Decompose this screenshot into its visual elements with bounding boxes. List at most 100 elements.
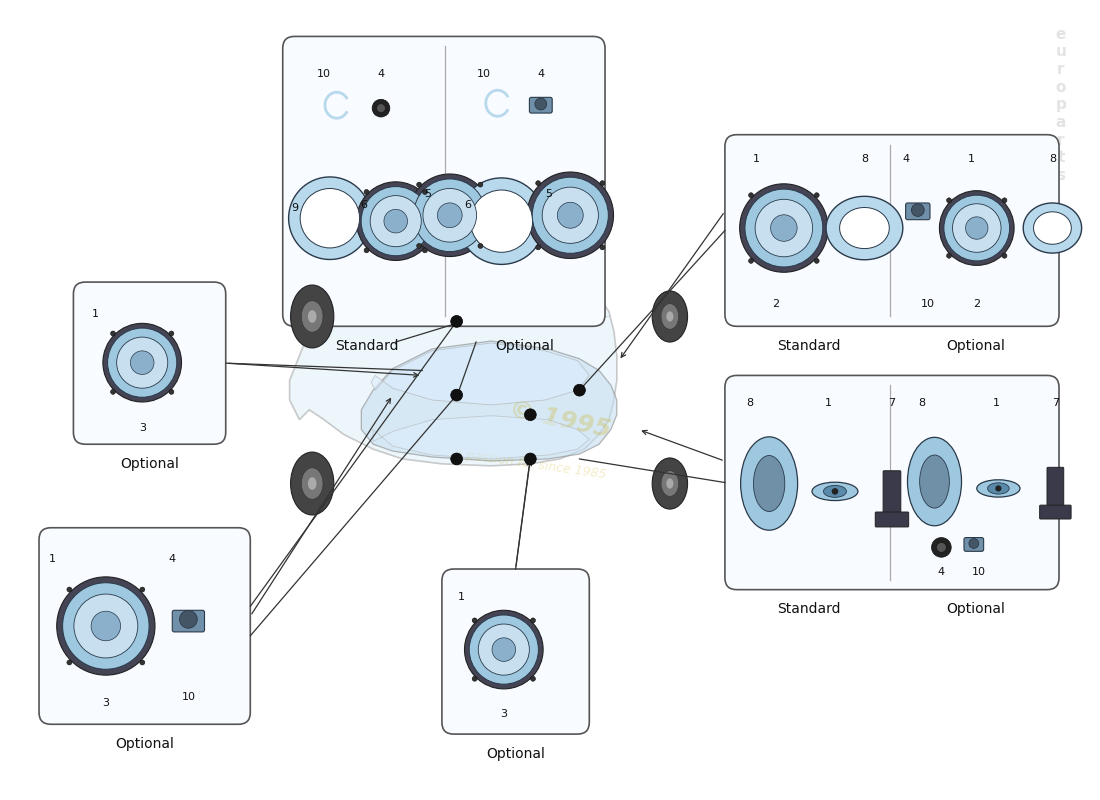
Ellipse shape — [754, 455, 784, 511]
Circle shape — [966, 217, 988, 239]
Text: 10: 10 — [971, 567, 986, 577]
FancyBboxPatch shape — [725, 134, 1059, 326]
Text: 3: 3 — [500, 710, 507, 719]
Text: 8: 8 — [746, 398, 754, 408]
Circle shape — [103, 323, 182, 402]
Circle shape — [755, 199, 813, 257]
Ellipse shape — [740, 437, 798, 530]
Text: 4: 4 — [902, 154, 910, 164]
Text: 6: 6 — [360, 201, 366, 210]
Circle shape — [814, 193, 820, 198]
Text: Standard: Standard — [777, 602, 840, 616]
Circle shape — [771, 214, 797, 242]
Text: o: o — [1056, 80, 1066, 94]
Circle shape — [417, 182, 421, 187]
FancyBboxPatch shape — [905, 203, 930, 220]
Text: Optional: Optional — [120, 457, 179, 471]
Circle shape — [535, 98, 547, 110]
FancyBboxPatch shape — [1047, 467, 1064, 507]
Text: 9: 9 — [292, 203, 298, 214]
Circle shape — [600, 245, 605, 250]
Circle shape — [361, 186, 430, 256]
Circle shape — [74, 594, 138, 658]
Ellipse shape — [652, 291, 688, 342]
Text: 1: 1 — [825, 398, 832, 408]
Circle shape — [169, 390, 174, 394]
Ellipse shape — [652, 458, 688, 509]
Polygon shape — [373, 416, 590, 459]
Circle shape — [422, 189, 476, 242]
Text: 10: 10 — [317, 69, 331, 78]
Polygon shape — [361, 341, 617, 461]
Text: 5: 5 — [425, 189, 431, 198]
Circle shape — [300, 189, 360, 248]
Circle shape — [600, 181, 605, 186]
Circle shape — [936, 542, 946, 552]
Ellipse shape — [824, 486, 846, 498]
Circle shape — [179, 610, 197, 628]
Text: © 1995: © 1995 — [507, 397, 613, 442]
Circle shape — [117, 337, 168, 388]
Circle shape — [573, 384, 585, 396]
Text: 3: 3 — [102, 698, 109, 708]
Circle shape — [536, 245, 540, 250]
FancyBboxPatch shape — [173, 610, 205, 632]
Text: 8: 8 — [918, 398, 925, 408]
Circle shape — [67, 660, 72, 665]
Circle shape — [372, 99, 389, 117]
Text: 1: 1 — [993, 398, 1000, 408]
Circle shape — [451, 389, 462, 401]
Circle shape — [912, 204, 924, 217]
Polygon shape — [826, 196, 903, 260]
Circle shape — [532, 178, 608, 254]
FancyBboxPatch shape — [529, 98, 552, 113]
Ellipse shape — [667, 311, 673, 322]
Text: 2: 2 — [974, 298, 980, 309]
Ellipse shape — [667, 478, 673, 489]
Circle shape — [470, 615, 538, 684]
Text: 1: 1 — [967, 154, 975, 164]
Circle shape — [530, 618, 536, 623]
Circle shape — [414, 179, 486, 251]
Circle shape — [408, 174, 491, 257]
FancyBboxPatch shape — [1040, 505, 1071, 519]
Text: Optional: Optional — [116, 737, 174, 751]
Circle shape — [749, 258, 754, 263]
Circle shape — [745, 189, 823, 267]
Circle shape — [131, 351, 154, 374]
Polygon shape — [1034, 212, 1071, 244]
Circle shape — [739, 184, 828, 272]
Ellipse shape — [301, 301, 323, 332]
Ellipse shape — [308, 310, 317, 322]
Text: 2: 2 — [772, 298, 780, 309]
Text: Standard: Standard — [334, 339, 398, 353]
Text: a: a — [1056, 115, 1066, 130]
Circle shape — [417, 243, 421, 248]
Text: 4: 4 — [938, 567, 945, 577]
Circle shape — [1002, 254, 1006, 258]
Circle shape — [108, 328, 177, 398]
Circle shape — [384, 210, 407, 233]
Circle shape — [492, 638, 516, 662]
Text: 10: 10 — [476, 69, 491, 78]
Text: Optional: Optional — [946, 602, 1005, 616]
Text: Optional: Optional — [495, 339, 554, 353]
Circle shape — [472, 618, 477, 623]
Circle shape — [422, 248, 428, 253]
Circle shape — [542, 187, 598, 243]
FancyBboxPatch shape — [883, 470, 901, 514]
Text: t: t — [1057, 150, 1065, 166]
Text: e: e — [1056, 26, 1066, 42]
Circle shape — [288, 177, 371, 259]
Text: r: r — [1057, 133, 1065, 148]
Circle shape — [932, 538, 952, 558]
Text: 5: 5 — [546, 189, 552, 198]
Text: s: s — [1056, 168, 1066, 183]
FancyBboxPatch shape — [964, 538, 983, 551]
Polygon shape — [371, 343, 590, 405]
Circle shape — [478, 182, 483, 187]
Circle shape — [536, 181, 540, 186]
Polygon shape — [289, 274, 617, 466]
Circle shape — [527, 172, 614, 258]
Circle shape — [169, 331, 174, 336]
